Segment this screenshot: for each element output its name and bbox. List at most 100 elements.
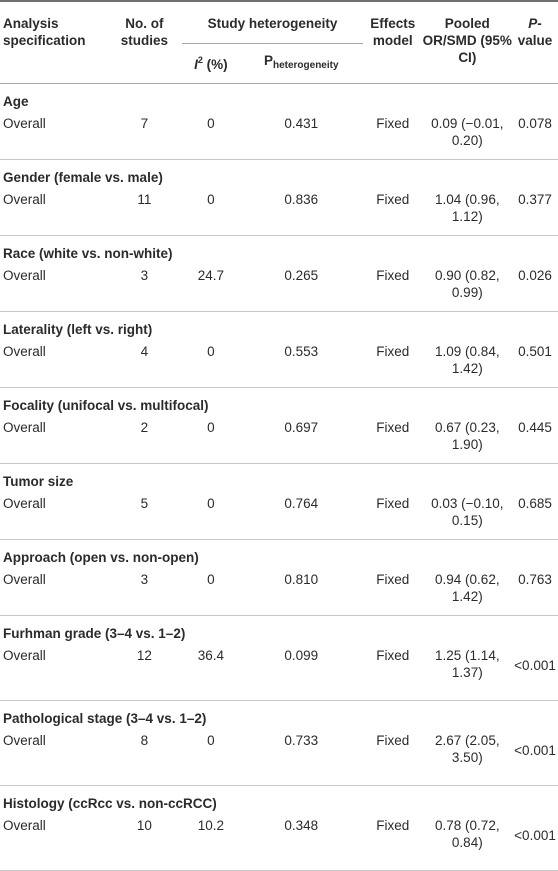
cell-number-of-studies: 4 [140, 343, 149, 359]
cell-label: Overall [3, 267, 46, 283]
table-row: Overall 10 10.2 0.348 Fixed 0.78 (0.72, … [0, 814, 558, 870]
cell-p-value: 0.445 [518, 419, 552, 435]
cell-pooled-or: 1.25 (1.14, 1.37) [435, 647, 500, 680]
table-row: Overall 8 0 0.733 Fixed 2.67 (2.05, 3.50… [0, 729, 558, 785]
cell-label: Overall [3, 419, 46, 435]
cell-p-value: 0.078 [518, 115, 552, 131]
cell-pooled-or: 1.09 (0.84, 1.42) [435, 343, 500, 376]
cell-pooled-or: 0.03 (−0.10, 0.15) [431, 495, 504, 528]
header-i-squared-letter: I [194, 56, 198, 72]
cell-label: Overall [3, 571, 46, 587]
table-header: Analysis specification No. of studies St… [0, 1, 558, 83]
cell-number-of-studies: 8 [140, 732, 149, 748]
table-row: Overall 5 0 0.764 Fixed 0.03 (−0.10, 0.1… [0, 492, 558, 539]
cell-p-value: 0.026 [518, 267, 552, 283]
cell-effects-model: Fixed [376, 115, 410, 131]
header-effects-model: Effects model [370, 16, 416, 48]
cell-number-of-studies: 2 [140, 419, 149, 435]
header-i-squared: I2 (%) [182, 42, 240, 83]
cell-effects-model: Fixed [376, 571, 410, 587]
cell-effects-model: Fixed [376, 647, 410, 663]
header-i-squared-sup: 2 [197, 54, 203, 65]
cell-label: Overall [3, 191, 46, 207]
cell-label: Overall [3, 817, 46, 833]
cell-i-squared: 0 [207, 343, 215, 359]
cell-p-value: 0.377 [518, 191, 552, 207]
cell-p-heterogeneity: 0.348 [284, 817, 319, 833]
section-title: Gender (female vs. male) [3, 169, 163, 185]
cell-label: Overall [3, 647, 46, 663]
table-row: Overall 11 0 0.836 Fixed 1.04 (0.96, 1.1… [0, 188, 558, 235]
cell-effects-model: Fixed [376, 732, 410, 748]
table-body: Age Overall 7 0 0.431 Fixed 0.09 (−0.01,… [0, 83, 558, 870]
cell-pooled-or: 0.94 (0.62, 1.42) [435, 571, 500, 604]
section-title: Age [3, 93, 29, 109]
cell-number-of-studies: 12 [136, 647, 152, 663]
cell-number-of-studies: 3 [140, 267, 149, 283]
cell-p-value: 0.685 [518, 495, 552, 511]
cell-number-of-studies: 3 [140, 571, 149, 587]
cell-p-heterogeneity: 0.431 [284, 115, 319, 131]
cell-pooled-or: 0.67 (0.23, 1.90) [435, 419, 500, 452]
section-title: Approach (open vs. non-open) [3, 549, 199, 565]
cell-p-heterogeneity: 0.099 [284, 647, 319, 663]
cell-effects-model: Fixed [376, 343, 410, 359]
cell-p-heterogeneity: 0.265 [284, 267, 319, 283]
header-i-squared-unit: (%) [202, 56, 228, 72]
table-row: Overall 3 0 0.810 Fixed 0.94 (0.62, 1.42… [0, 568, 558, 615]
cell-p-heterogeneity: 0.697 [284, 419, 319, 435]
cell-i-squared: 0 [207, 115, 215, 131]
header-study-heterogeneity-label: Study heterogeneity [207, 16, 338, 31]
cell-p-value: <0.001 [514, 743, 556, 758]
cell-i-squared: 0 [207, 419, 215, 435]
cell-p-heterogeneity: 0.810 [284, 571, 319, 587]
header-p-value-rest: -value [517, 16, 553, 48]
cell-pooled-or: 0.78 (0.72, 0.84) [435, 817, 500, 850]
section-title: Laterality (left vs. right) [3, 321, 153, 337]
section-title: Tumor size [3, 473, 74, 489]
cell-label: Overall [3, 495, 46, 511]
table-row: Overall 3 24.7 0.265 Fixed 0.90 (0.82, 0… [0, 264, 558, 311]
section-title: Race (white vs. non-white) [3, 245, 173, 261]
cell-i-squared: 36.4 [197, 647, 225, 663]
cell-effects-model: Fixed [376, 817, 410, 833]
header-p-value: P-value [512, 1, 558, 83]
cell-p-heterogeneity: 0.836 [284, 191, 319, 207]
cell-effects-model: Fixed [376, 267, 410, 283]
cell-i-squared: 10.2 [197, 817, 225, 833]
cell-label: Overall [3, 343, 46, 359]
cell-number-of-studies: 10 [136, 817, 152, 833]
cell-number-of-studies: 5 [140, 495, 149, 511]
header-study-heterogeneity: Study heterogeneity [182, 1, 363, 43]
table-row: Overall 12 36.4 0.099 Fixed 1.25 (1.14, … [0, 644, 558, 700]
header-p-heterogeneity-main: P [263, 52, 273, 68]
cell-p-heterogeneity: 0.553 [284, 343, 319, 359]
cell-p-value: <0.001 [514, 658, 556, 673]
cell-effects-model: Fixed [376, 419, 410, 435]
cell-p-heterogeneity: 0.733 [284, 732, 319, 748]
header-number-of-studies: No. of studies [120, 16, 169, 48]
cell-label: Overall [3, 732, 46, 748]
cell-pooled-or: 0.09 (−0.01, 0.20) [431, 115, 504, 148]
header-p-value-p: P [528, 16, 538, 31]
cell-p-heterogeneity: 0.764 [284, 495, 319, 511]
cell-pooled-or: 1.04 (0.96, 1.12) [435, 191, 500, 224]
cell-effects-model: Fixed [376, 191, 410, 207]
cell-p-value: 0.763 [518, 571, 552, 587]
cell-effects-model: Fixed [376, 495, 410, 511]
cell-pooled-or: 0.90 (0.82, 0.99) [435, 267, 500, 300]
header-p-heterogeneity-sub: heterogeneity [272, 59, 339, 71]
header-pooled-or-smd: Pooled OR/SMD (95% CI) [422, 16, 512, 65]
cell-label: Overall [3, 115, 46, 131]
cell-i-squared: 0 [207, 571, 215, 587]
cell-i-squared: 0 [207, 732, 215, 748]
cell-p-value: <0.001 [514, 828, 556, 843]
table-row: Overall 2 0 0.697 Fixed 0.67 (0.23, 1.90… [0, 416, 558, 463]
cell-i-squared: 24.7 [197, 267, 225, 283]
header-p-heterogeneity: Pheterogeneity [239, 42, 363, 83]
cell-number-of-studies: 11 [137, 191, 152, 207]
table-row: Overall 4 0 0.553 Fixed 1.09 (0.84, 1.42… [0, 340, 558, 387]
cell-p-value: 0.501 [518, 343, 552, 359]
